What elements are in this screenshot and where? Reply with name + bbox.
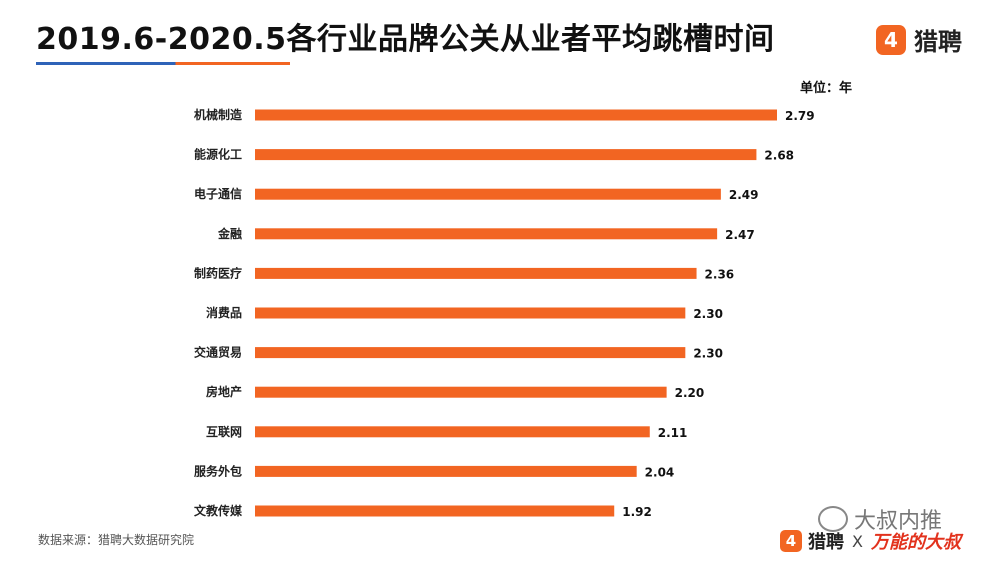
value-label: 2.30	[693, 307, 723, 321]
footer-brand: 4 猎聘 X 万能的大叔	[780, 528, 961, 554]
bar	[255, 307, 686, 319]
value-label: 2.04	[645, 465, 675, 479]
unit-label: 单位：年	[800, 81, 853, 96]
page-title: 2019.6-2020.5各行业品牌公关从业者平均跳槽时间	[36, 22, 775, 57]
footer-x: X	[852, 531, 863, 551]
value-label: 2.79	[785, 109, 815, 123]
brand-name: 猎聘	[914, 28, 962, 56]
value-label: 2.47	[725, 228, 755, 242]
liepin-logo-icon: 4	[876, 24, 906, 55]
footer-brand-name: 猎聘	[808, 532, 844, 553]
footer-partner-name: 万能的大叔	[870, 532, 961, 553]
value-label: 2.20	[675, 386, 705, 400]
bar	[255, 505, 615, 517]
category-label: 消费品	[206, 305, 242, 320]
watermark-text: 大叔内推	[854, 509, 943, 534]
category-label: 文教传媒	[194, 503, 243, 518]
category-label: 金融	[217, 226, 242, 241]
bar	[255, 347, 686, 359]
category-label: 互联网	[206, 425, 242, 439]
bar	[255, 188, 721, 200]
wechat-icon	[818, 506, 848, 532]
title-underline	[36, 62, 290, 65]
bar	[255, 228, 718, 240]
category-label: 交通贸易	[194, 345, 242, 360]
category-label: 能源化工	[194, 147, 242, 162]
source-note: 数据来源：猎聘大数据研究院	[38, 533, 195, 547]
bar	[255, 426, 650, 438]
value-label: 2.36	[705, 267, 735, 281]
bar	[255, 465, 637, 477]
footer-logo-icon: 4	[780, 530, 802, 552]
watermark: 大叔内推	[818, 503, 942, 535]
brand: 4 猎聘	[876, 22, 962, 57]
bar	[255, 386, 667, 398]
bar	[255, 109, 777, 121]
value-label: 2.68	[764, 149, 794, 163]
category-label: 制药医疗	[194, 265, 242, 280]
category-label: 电子通信	[194, 186, 242, 201]
value-label: 1.92	[622, 505, 652, 519]
value-label: 2.11	[658, 426, 688, 440]
value-label: 2.49	[729, 188, 759, 202]
bar	[255, 267, 697, 279]
category-label: 机械制造	[194, 107, 243, 122]
value-label: 2.30	[693, 347, 723, 361]
category-label: 服务外包	[194, 463, 242, 478]
category-label: 房地产	[206, 384, 242, 399]
bar	[255, 149, 757, 161]
